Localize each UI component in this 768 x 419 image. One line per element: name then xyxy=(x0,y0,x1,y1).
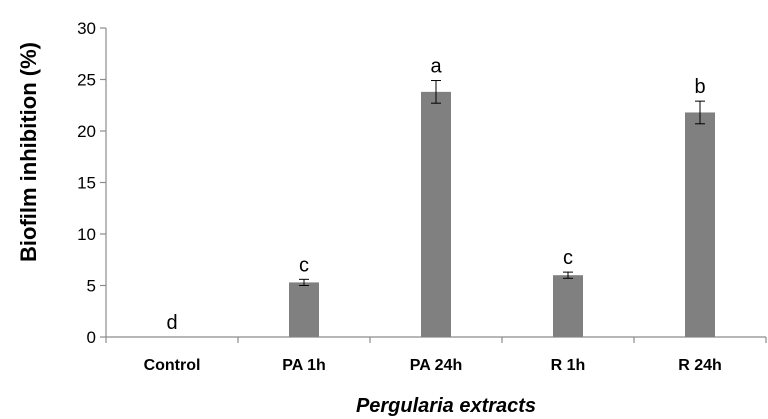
y-axis-label: Biofilm inhibition (%) xyxy=(16,42,41,262)
bar xyxy=(553,275,583,337)
y-tick-label: 30 xyxy=(77,19,96,38)
x-tick-label: PA 24h xyxy=(410,357,462,374)
significance-label: d xyxy=(166,312,177,334)
bars xyxy=(289,80,715,338)
x-tick-label: R 24h xyxy=(678,357,722,374)
x-tick-label: PA 1h xyxy=(282,357,326,374)
axes: 0 5 10 15 20 25 30 xyxy=(77,19,767,347)
significance-label: c xyxy=(563,247,573,269)
y-tick-label: 0 xyxy=(87,328,96,347)
y-tick-label: 20 xyxy=(77,122,96,141)
significance-label: b xyxy=(694,76,705,98)
y-tick-label: 5 xyxy=(87,277,96,296)
y-tick-label: 10 xyxy=(77,225,96,244)
y-tick-label: 25 xyxy=(77,71,96,90)
labels: d Control c PA 1h a PA 24h c R 1h b R 24h xyxy=(144,56,722,374)
bar xyxy=(289,282,319,337)
significance-label: c xyxy=(299,254,309,276)
x-tick-label: Control xyxy=(144,357,201,374)
x-axis-label: Pergularia extracts xyxy=(356,395,536,417)
x-tick-label: R 1h xyxy=(551,357,586,374)
bar xyxy=(685,112,715,338)
bar xyxy=(421,91,451,337)
significance-label: a xyxy=(430,56,442,78)
y-tick-label: 15 xyxy=(77,174,96,193)
